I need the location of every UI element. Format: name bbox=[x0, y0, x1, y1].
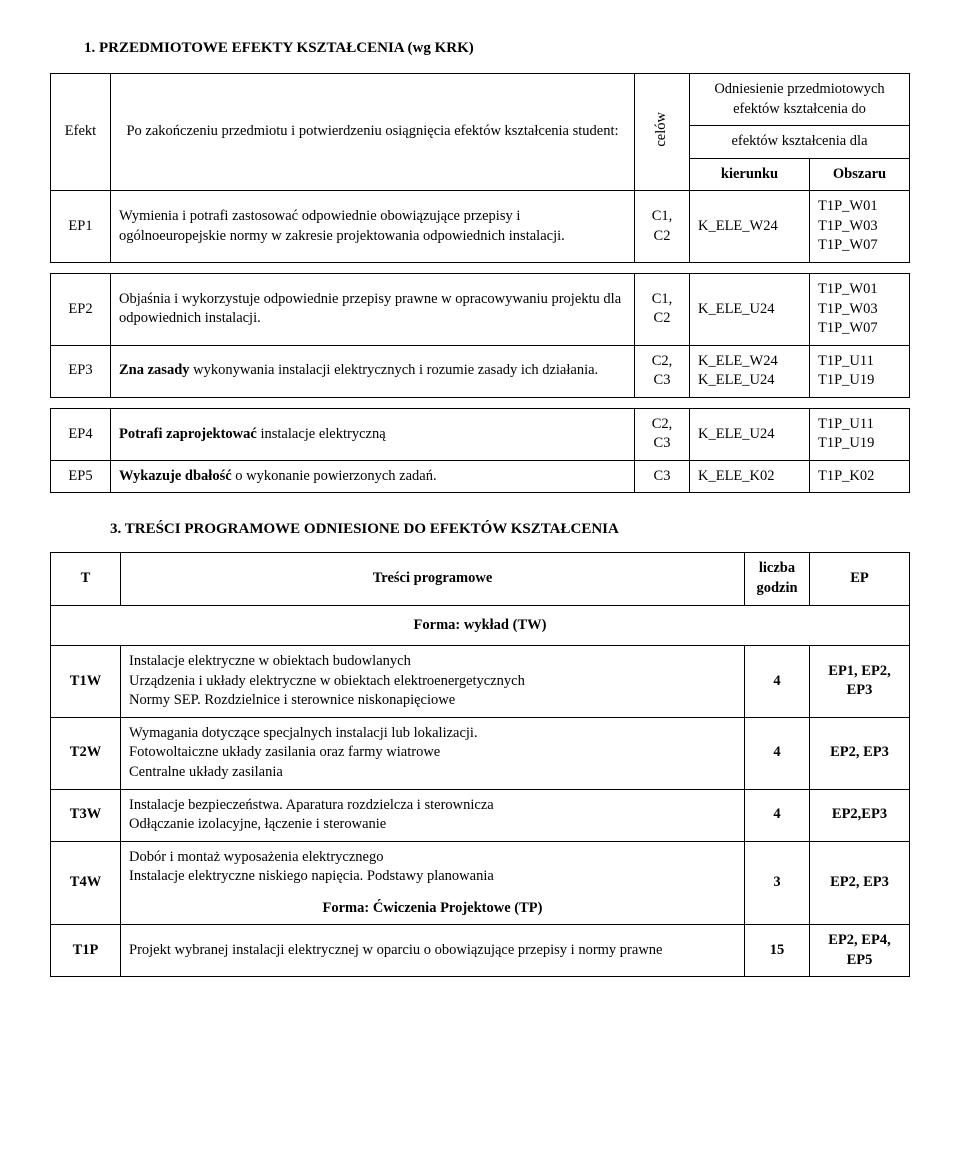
ep5-kier: K_ELE_K02 bbox=[690, 460, 810, 493]
t1p-id: T1P bbox=[51, 925, 121, 977]
t1p-ep: EP2, EP4, EP5 bbox=[810, 925, 910, 977]
hdr-tresci: Treści programowe bbox=[121, 553, 745, 605]
ep4-desc: Potrafi zaprojektować instalacje elektry… bbox=[111, 408, 635, 460]
ep3-desc: Zna zasady wykonywania instalacji elektr… bbox=[111, 345, 635, 397]
section3-title: 3. TREŚCI PROGRAMOWE ODNIESIONE DO EFEKT… bbox=[110, 521, 910, 538]
t3w-hrs: 4 bbox=[745, 789, 810, 841]
t3w-id: T3W bbox=[51, 789, 121, 841]
hdr-t: T bbox=[51, 553, 121, 605]
t1p-desc: Projekt wybranej instalacji elektrycznej… bbox=[121, 925, 745, 977]
ep4-kier: K_ELE_U24 bbox=[690, 408, 810, 460]
forma-tw: Forma: wykład (TW) bbox=[51, 605, 910, 646]
ep3-kier: K_ELE_W24 K_ELE_U24 bbox=[690, 345, 810, 397]
hdr-liczba: liczba godzin bbox=[745, 553, 810, 605]
t1p-hrs: 15 bbox=[745, 925, 810, 977]
ep2-kier: K_ELE_U24 bbox=[690, 273, 810, 345]
ep2-desc: Objaśnia i wykorzystuje odpowiednie prze… bbox=[111, 273, 635, 345]
hdr-odniesienie: Odniesienie przedmiotowych efektów kszta… bbox=[690, 74, 910, 126]
hdr-efekt: Efekt bbox=[51, 74, 111, 191]
ep1-id: EP1 bbox=[51, 191, 111, 263]
ep5-id: EP5 bbox=[51, 460, 111, 493]
t4w-desc: Dobór i montaż wyposażenia elektrycznego… bbox=[121, 841, 745, 893]
hdr-obszaru: Obszaru bbox=[810, 158, 910, 191]
hdr-celow: celów bbox=[652, 112, 672, 147]
ep5-cel: C3 bbox=[635, 460, 690, 493]
t3w-ep: EP2,EP3 bbox=[810, 789, 910, 841]
ep2-id: EP2 bbox=[51, 273, 111, 345]
hdr-efektow-dla: efektów kształcenia dla bbox=[690, 126, 910, 159]
ep1-kier: K_ELE_W24 bbox=[690, 191, 810, 263]
effects-table-c: EP4 Potrafi zaprojektować instalacje ele… bbox=[50, 408, 910, 494]
section1-title: 1. PRZEDMIOTOWE EFEKTY KSZTAŁCENIA (wg K… bbox=[84, 40, 910, 57]
forma-tp: Forma: Ćwiczenia Projektowe (TP) bbox=[121, 893, 745, 925]
t2w-hrs: 4 bbox=[745, 717, 810, 789]
ep1-cel: C1, C2 bbox=[635, 191, 690, 263]
t4w-id: T4W bbox=[51, 841, 121, 925]
t1w-id: T1W bbox=[51, 646, 121, 718]
ep5-obs: T1P_K02 bbox=[810, 460, 910, 493]
hdr-pozak: Po zakończeniu przedmiotu i potwierdzeni… bbox=[111, 74, 635, 191]
ep3-obs: T1P_U11 T1P_U19 bbox=[810, 345, 910, 397]
t1w-hrs: 4 bbox=[745, 646, 810, 718]
ep2-obs: T1P_W01 T1P_W03 T1P_W07 bbox=[810, 273, 910, 345]
ep3-id: EP3 bbox=[51, 345, 111, 397]
ep4-obs: T1P_U11 T1P_U19 bbox=[810, 408, 910, 460]
hdr-kierunku: kierunku bbox=[690, 158, 810, 191]
content-table: T Treści programowe liczba godzin EP For… bbox=[50, 552, 910, 977]
ep4-id: EP4 bbox=[51, 408, 111, 460]
t1w-ep: EP1, EP2, EP3 bbox=[810, 646, 910, 718]
t4w-hrs: 3 bbox=[745, 841, 810, 925]
ep1-desc: Wymienia i potrafi zastosować odpowiedni… bbox=[111, 191, 635, 263]
effects-table: Efekt Po zakończeniu przedmiotu i potwie… bbox=[50, 73, 910, 263]
ep2-cel: C1, C2 bbox=[635, 273, 690, 345]
t4w-ep: EP2, EP3 bbox=[810, 841, 910, 925]
t3w-desc: Instalacje bezpieczeństwa. Aparatura roz… bbox=[121, 789, 745, 841]
t2w-id: T2W bbox=[51, 717, 121, 789]
ep3-cel: C2, C3 bbox=[635, 345, 690, 397]
t2w-ep: EP2, EP3 bbox=[810, 717, 910, 789]
ep4-cel: C2, C3 bbox=[635, 408, 690, 460]
hdr-ep: EP bbox=[810, 553, 910, 605]
t1w-desc: Instalacje elektryczne w obiektach budow… bbox=[121, 646, 745, 718]
ep5-desc: Wykazuje dbałość o wykonanie powierzonyc… bbox=[111, 460, 635, 493]
ep1-obs: T1P_W01 T1P_W03 T1P_W07 bbox=[810, 191, 910, 263]
effects-table-b: EP2 Objaśnia i wykorzystuje odpowiednie … bbox=[50, 273, 910, 398]
t2w-desc: Wymagania dotyczące specjalnych instalac… bbox=[121, 717, 745, 789]
